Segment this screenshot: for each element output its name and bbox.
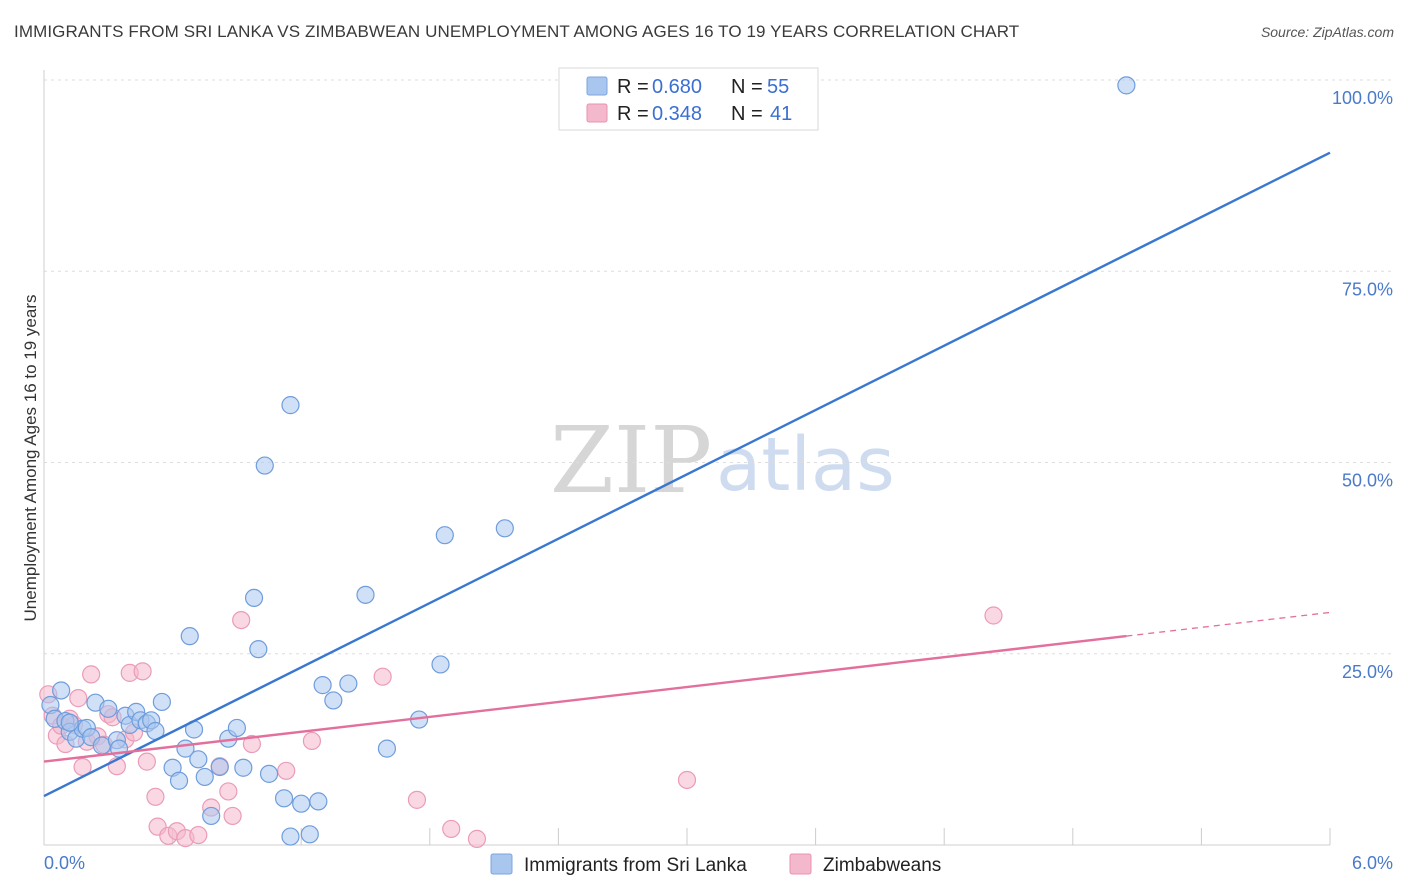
x-axis-ticks — [172, 828, 1331, 845]
sri-lanka-point — [1117, 76, 1136, 95]
sri-lanka-point — [202, 806, 221, 826]
sri-lanka-point — [195, 767, 214, 787]
legend-n-label-2: N = — [731, 103, 763, 125]
legend-r-value-2: 0.348 — [652, 103, 702, 125]
zimbabweans-point — [442, 819, 461, 839]
chart-title: IMMIGRANTS FROM SRI LANKA VS ZIMBABWEAN … — [14, 22, 1020, 41]
sri-lanka-point — [169, 771, 189, 790]
sri-lanka-point — [255, 456, 274, 475]
sri-lanka-point — [377, 739, 397, 758]
y-axis-label: Unemployment Among Ages 16 to 19 years — [21, 295, 40, 622]
watermark-atlas: atlas — [716, 422, 895, 508]
sri-lanka-point — [60, 713, 79, 732]
zimbabweans-point — [984, 606, 1003, 625]
sri-lanka-point — [281, 396, 300, 415]
series-legend-swatch-sri-lanka — [490, 853, 513, 875]
sri-lanka-trend-line — [43, 151, 1331, 798]
sri-lanka-point — [300, 825, 319, 844]
sri-lanka-point — [249, 640, 268, 659]
sri-lanka-point — [292, 794, 311, 813]
zimbabweans-point — [302, 731, 322, 751]
zimbabweans-point — [189, 825, 208, 845]
zimbabweans-point — [373, 667, 392, 686]
sri-lanka-point — [234, 758, 253, 777]
sri-lanka-point — [152, 692, 171, 712]
gridlines — [44, 79, 1394, 655]
zimbabweans-point — [677, 770, 697, 790]
legend-swatch-blue — [586, 76, 608, 96]
sri-lanka-points — [41, 76, 1136, 846]
sri-lanka-point — [495, 519, 514, 538]
series-legend-swatch-zimbabweans — [789, 853, 812, 875]
sri-lanka-point — [189, 750, 208, 769]
y-axis-tick-labels: 25.0% 50.0% 75.0% 100.0% — [1332, 88, 1393, 682]
sri-lanka-point — [180, 627, 199, 646]
legend-r-label-2: R = — [617, 103, 649, 125]
zimbabweans-point — [232, 610, 251, 630]
sri-lanka-point — [309, 792, 328, 811]
sri-lanka-point — [435, 526, 454, 545]
series-legend: Immigrants from Sri Lanka Zimbabweans — [490, 853, 941, 876]
sri-lanka-point — [52, 681, 71, 700]
sri-lanka-point — [313, 676, 332, 695]
y-tick-label-25: 25.0% — [1342, 662, 1393, 682]
source-label: Source: ZipAtlas.com — [1260, 24, 1394, 40]
watermark-zip: ZIP — [550, 407, 712, 514]
sri-lanka-point — [431, 655, 450, 674]
y-tick-label-75: 75.0% — [1342, 279, 1393, 299]
sri-lanka-point — [274, 789, 294, 808]
sri-lanka-point — [281, 827, 300, 846]
zimbabweans-point — [467, 829, 487, 848]
y-tick-label-50: 50.0% — [1342, 471, 1393, 491]
legend-n-value-1: 55 — [767, 76, 789, 98]
zimbabweans-point — [133, 662, 152, 681]
zimbabweans-point — [137, 752, 156, 771]
series-legend-label-sri-lanka: Immigrants from Sri Lanka — [524, 855, 747, 876]
sri-lanka-point — [259, 764, 279, 783]
zimbabweans-trend-line-extension — [1126, 611, 1331, 637]
sri-lanka-point — [244, 588, 264, 608]
sri-lanka-point — [339, 674, 358, 693]
correlation-legend: R = 0.680 N = 55 R = 0.348 N = 41 — [558, 67, 819, 131]
x-tick-label-max: 6.0% — [1352, 853, 1393, 873]
zimbabweans-point — [219, 782, 238, 801]
sri-lanka-point — [356, 585, 375, 604]
x-tick-label-min: 0.0% — [44, 853, 85, 873]
legend-n-value-2: 41 — [770, 103, 792, 125]
zimbabweans-point — [69, 689, 88, 708]
trend-lines — [43, 151, 1331, 798]
sri-lanka-point — [227, 718, 246, 738]
series-legend-label-zimbabweans: Zimbabweans — [823, 855, 941, 876]
legend-r-label-1: R = — [617, 76, 649, 98]
zimbabweans-trend-line — [43, 634, 1127, 763]
sri-lanka-point — [210, 757, 229, 777]
sri-lanka-point — [324, 691, 343, 710]
zimbabweans-point — [242, 734, 262, 754]
zimbabweans-point — [82, 665, 101, 684]
legend-swatch-pink — [586, 103, 608, 123]
zimbabweans-point — [277, 761, 296, 780]
legend-n-label-1: N = — [731, 76, 763, 98]
zimbabweans-point — [146, 787, 165, 806]
y-tick-label-100: 100.0% — [1332, 88, 1393, 108]
legend-r-value-1: 0.680 — [652, 76, 702, 98]
zimbabweans-point — [223, 806, 242, 826]
sri-lanka-point — [99, 699, 118, 718]
zimbabweans-point — [407, 790, 427, 809]
